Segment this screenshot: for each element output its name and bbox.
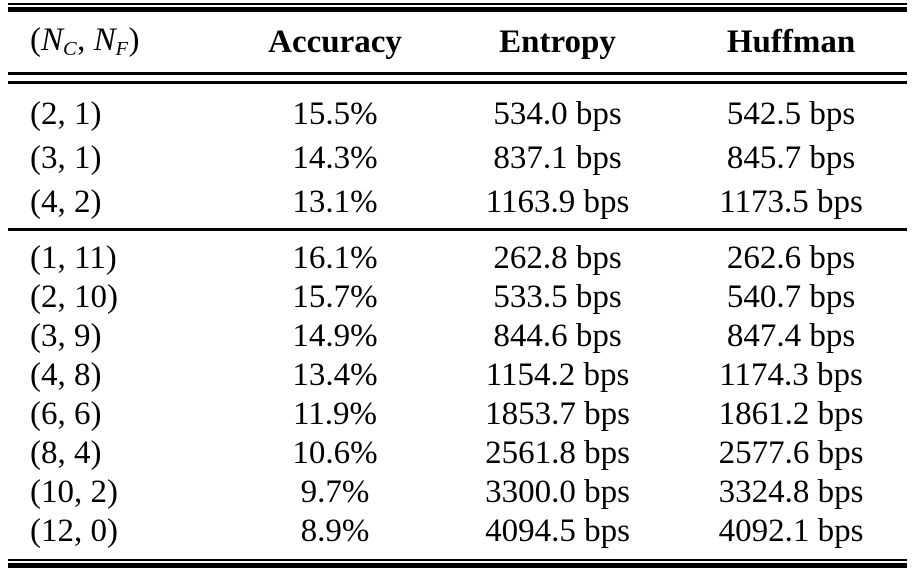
- huffman-cell: 2577.6 bps: [718, 435, 864, 471]
- header-huffman: Huffman: [726, 23, 856, 60]
- table-header-row: (NC, NF) Accuracy Entropy Huffman: [8, 12, 907, 72]
- bottom-rule: [8, 559, 907, 568]
- accuracy-cell: 11.9%: [292, 396, 377, 432]
- pair-cell: (8, 4): [30, 435, 102, 471]
- header-pair-var1: N: [41, 22, 64, 59]
- table-row: (3, 9) 14.9% 844.6 bps 847.4 bps: [8, 317, 907, 356]
- entropy-cell: 2561.8 bps: [485, 435, 630, 471]
- pair-cell: (4, 8): [30, 357, 102, 393]
- pair-cell: (2, 1): [30, 95, 102, 132]
- accuracy-cell: 13.1%: [292, 183, 378, 220]
- huffman-cell: 845.7 bps: [726, 139, 856, 176]
- accuracy-cell: 14.9%: [292, 318, 378, 354]
- accuracy-cell: 16.1%: [292, 240, 378, 276]
- huffman-cell: 4092.1 bps: [718, 513, 864, 549]
- huffman-cell: 3324.8 bps: [718, 474, 864, 510]
- entropy-cell: 844.6 bps: [493, 318, 622, 354]
- entropy-cell: 534.0 bps: [493, 95, 622, 132]
- table-row: (3, 1) 14.3% 837.1 bps 845.7 bps: [8, 136, 907, 180]
- pair-cell: (3, 1): [30, 139, 102, 176]
- table-row: (10, 2) 9.7% 3300.0 bps 3324.8 bps: [8, 473, 907, 512]
- huffman-cell: 542.5 bps: [726, 95, 856, 132]
- accuracy-cell: 14.3%: [292, 139, 378, 176]
- accuracy-cell: 15.7%: [292, 279, 378, 315]
- header-entropy: Entropy: [499, 23, 616, 60]
- header-pair-separator: ,: [77, 22, 94, 59]
- entropy-cell: 1853.7 bps: [485, 396, 630, 432]
- pair-cell: (3, 9): [30, 318, 102, 354]
- huffman-cell: 262.6 bps: [726, 240, 856, 276]
- bottom-rule-thin-line: [8, 559, 907, 561]
- pair-cell: (2, 10): [30, 279, 118, 315]
- table-row: (12, 0) 8.9% 4094.5 bps 4092.1 bps: [8, 512, 907, 551]
- header-pair-column: (NC, NF): [8, 22, 230, 61]
- table-row: (6, 6) 11.9% 1853.7 bps 1861.2 bps: [8, 395, 907, 434]
- table-group-1: (2, 1) 15.5% 534.0 bps 542.5 bps (3, 1) …: [8, 84, 907, 228]
- huffman-cell: 1861.2 bps: [718, 396, 864, 432]
- header-pair-sub2: F: [115, 38, 129, 61]
- pair-cell: (4, 2): [30, 183, 102, 220]
- entropy-cell: 533.5 bps: [493, 279, 622, 315]
- table-row: (2, 1) 15.5% 534.0 bps 542.5 bps: [8, 92, 907, 136]
- entropy-cell: 837.1 bps: [493, 139, 622, 176]
- huffman-cell: 1174.3 bps: [719, 357, 863, 393]
- table-row: (1, 11) 16.1% 262.8 bps 262.6 bps: [8, 239, 907, 278]
- table-row: (2, 10) 15.7% 533.5 bps 540.7 bps: [8, 278, 907, 317]
- top-rule-thick-line: [8, 7, 907, 12]
- header-pair-var2: N: [93, 22, 116, 59]
- entropy-cell: 1163.9 bps: [485, 183, 630, 220]
- results-table: (NC, NF) Accuracy Entropy Huffman (2, 1)…: [8, 3, 907, 568]
- huffman-cell: 1173.5 bps: [719, 183, 863, 220]
- accuracy-cell: 15.5%: [292, 95, 378, 132]
- accuracy-cell: 9.7%: [300, 474, 370, 510]
- header-rule: [8, 72, 907, 84]
- header-rule-line-1: [8, 72, 907, 75]
- table-group-2: (1, 11) 16.1% 262.8 bps 262.6 bps (2, 10…: [8, 231, 907, 559]
- header-accuracy: Accuracy: [268, 23, 402, 60]
- table-row: (8, 4) 10.6% 2561.8 bps 2577.6 bps: [8, 434, 907, 473]
- huffman-cell: 540.7 bps: [726, 279, 856, 315]
- entropy-cell: 262.8 bps: [493, 240, 622, 276]
- top-rule-thin-line: [8, 3, 907, 5]
- header-pair-close-paren: ): [128, 22, 140, 59]
- pair-cell: (6, 6): [30, 396, 102, 432]
- bottom-rule-thick-line: [8, 563, 907, 568]
- table-row: (4, 2) 13.1% 1163.9 bps 1173.5 bps: [8, 180, 907, 224]
- pair-cell: (12, 0): [30, 513, 118, 549]
- header-pair-sub1: C: [63, 38, 78, 61]
- pair-cell: (10, 2): [30, 474, 118, 510]
- entropy-cell: 3300.0 bps: [485, 474, 630, 510]
- header-rule-line-2: [8, 81, 907, 84]
- accuracy-cell: 13.4%: [292, 357, 378, 393]
- header-pair-open-paren: (: [30, 22, 41, 59]
- entropy-cell: 4094.5 bps: [485, 513, 630, 549]
- huffman-cell: 847.4 bps: [726, 318, 856, 354]
- table-row: (4, 8) 13.4% 1154.2 bps 1174.3 bps: [8, 356, 907, 395]
- entropy-cell: 1154.2 bps: [485, 357, 630, 393]
- accuracy-cell: 8.9%: [300, 513, 370, 549]
- top-rule: [8, 3, 907, 12]
- group-separator-rule: [8, 228, 907, 231]
- accuracy-cell: 10.6%: [292, 435, 378, 471]
- pair-cell: (1, 11): [30, 240, 117, 276]
